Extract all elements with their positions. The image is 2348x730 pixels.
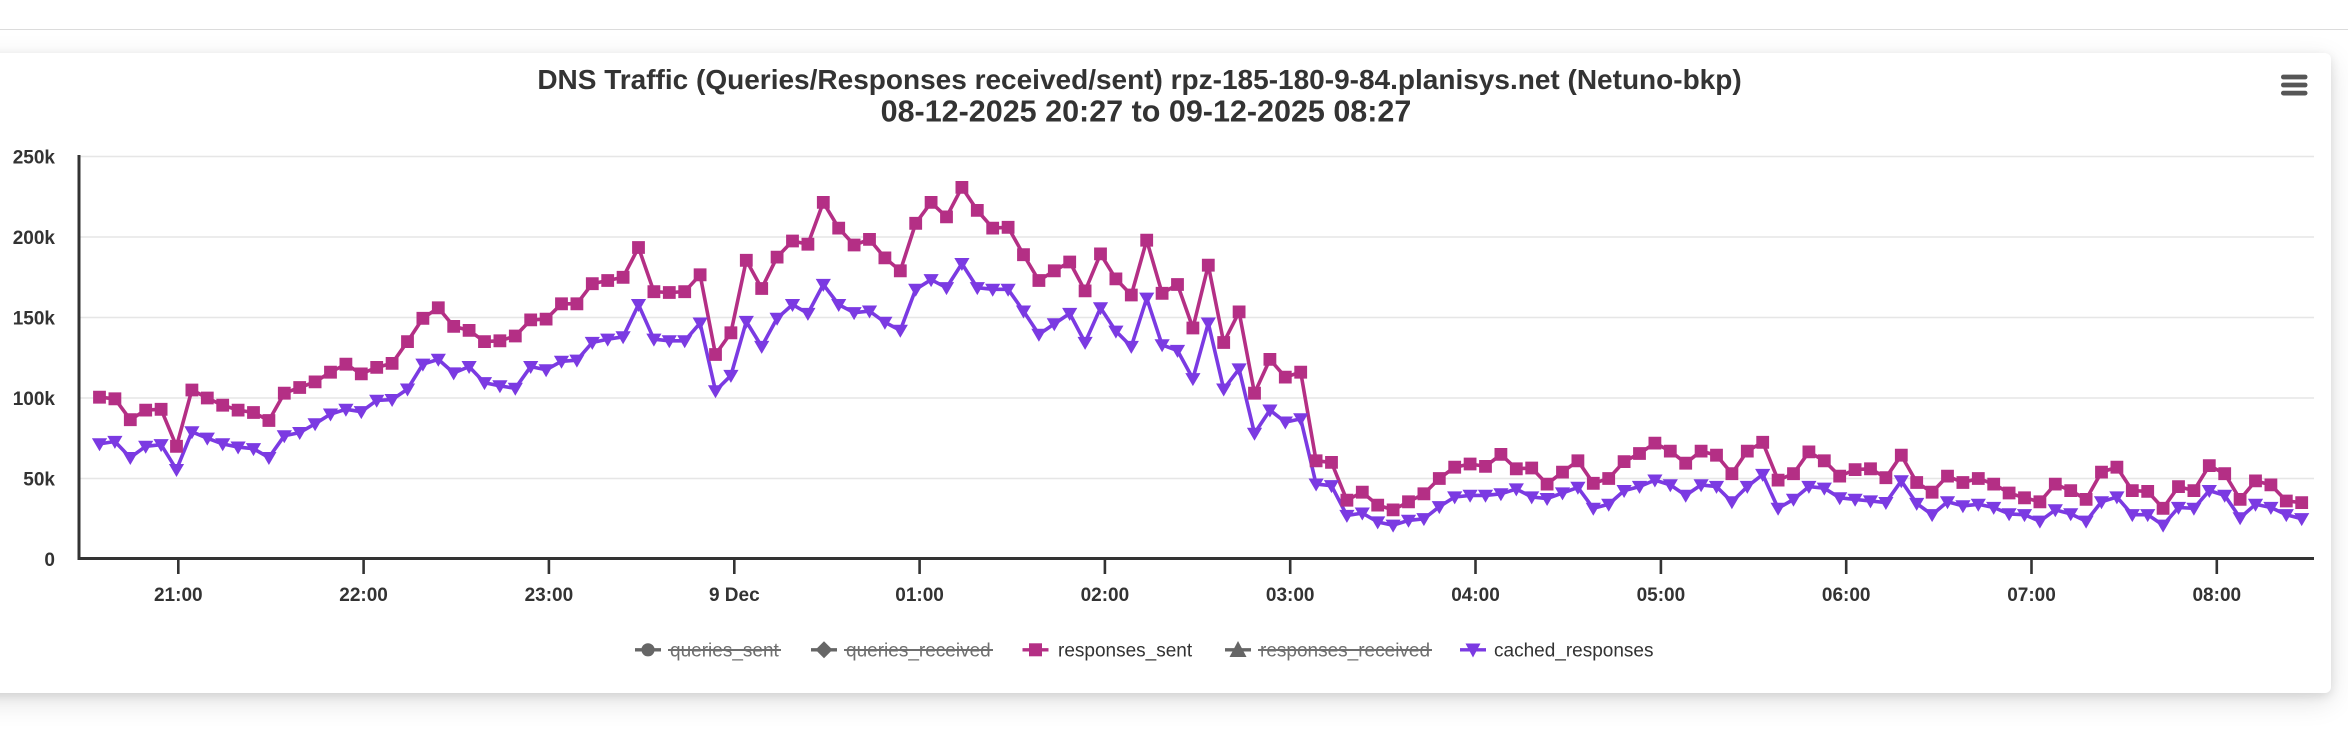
svg-text:250k: 250k: [13, 148, 56, 169]
svg-text:150k: 150k: [13, 309, 56, 330]
svg-text:07:00: 07:00: [2007, 585, 2056, 606]
svg-text:06:00: 06:00: [1822, 585, 1871, 606]
svg-text:02:00: 02:00: [1081, 585, 1130, 606]
svg-text:0: 0: [44, 550, 55, 571]
svg-text:03:00: 03:00: [1266, 585, 1315, 606]
svg-text:05:00: 05:00: [1637, 585, 1686, 606]
svg-text:08:00: 08:00: [2192, 585, 2241, 606]
svg-text:50k: 50k: [23, 470, 55, 491]
svg-text:200k: 200k: [13, 228, 56, 249]
svg-text:DNS Traffic (Queries/Responses: DNS Traffic (Queries/Responses received/…: [537, 64, 1741, 95]
svg-text:100k: 100k: [13, 389, 56, 410]
svg-text:08-12-2025 20:27 to 09-12-2025: 08-12-2025 20:27 to 09-12-2025 08:27: [881, 95, 1412, 129]
svg-text:04:00: 04:00: [1451, 585, 1500, 606]
svg-text:cached_responses: cached_responses: [1494, 641, 1654, 662]
svg-text:01:00: 01:00: [895, 585, 944, 606]
svg-text:23:00: 23:00: [525, 585, 574, 606]
svg-text:9 Dec: 9 Dec: [709, 585, 760, 606]
svg-text:21:00: 21:00: [154, 585, 203, 606]
svg-text:22:00: 22:00: [339, 585, 388, 606]
svg-text:responses_sent: responses_sent: [1058, 641, 1193, 662]
